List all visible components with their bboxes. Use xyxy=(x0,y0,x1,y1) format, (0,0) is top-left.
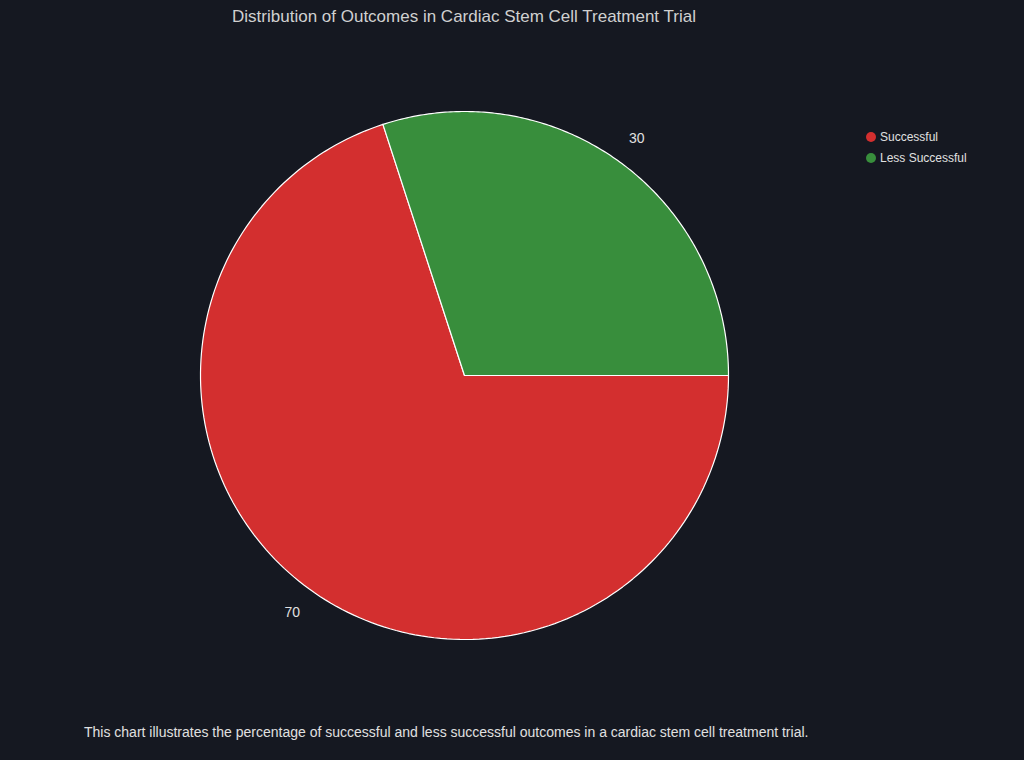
html-text:Less Successful: Less Successful xyxy=(880,150,967,165)
html-text:This chart illustrates the per: This chart illustrates the percentage of… xyxy=(84,724,809,740)
html-text:Successful: Successful xyxy=(880,129,938,144)
svg-text:30: 30 xyxy=(629,130,645,146)
html-text:Distribution of Outcomes in Ca: Distribution of Outcomes in Cardiac Stem… xyxy=(232,7,696,26)
svg-text:70: 70 xyxy=(284,604,300,620)
